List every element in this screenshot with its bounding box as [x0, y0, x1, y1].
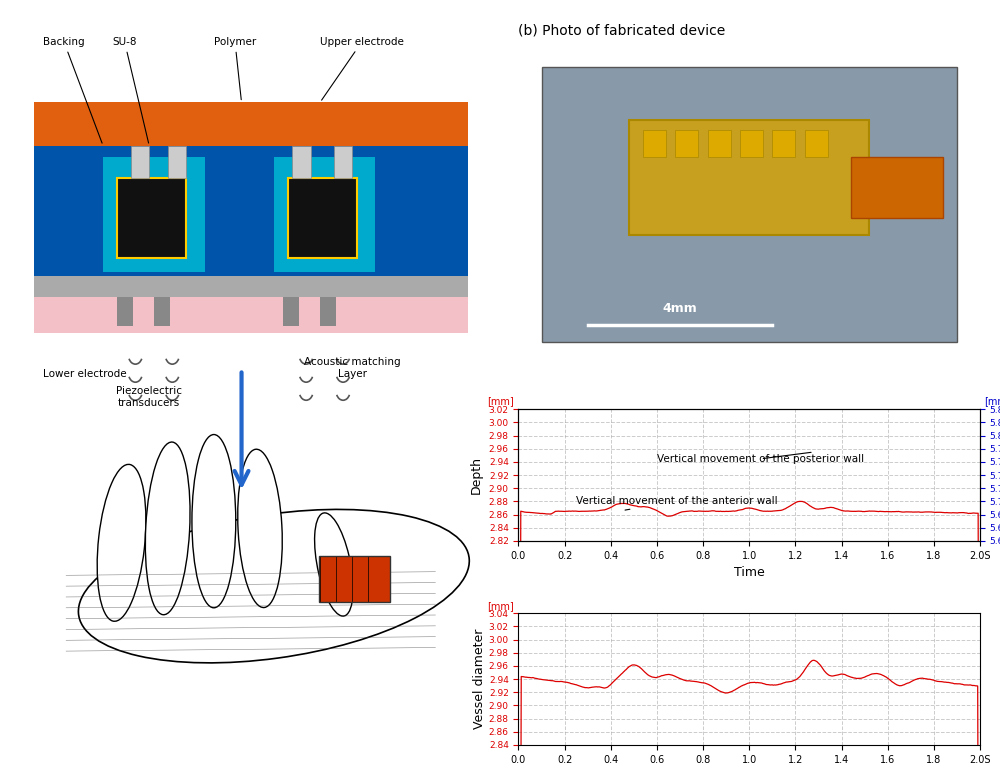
Text: 4mm: 4mm [663, 302, 697, 315]
Ellipse shape [78, 509, 469, 663]
FancyBboxPatch shape [320, 297, 336, 326]
FancyBboxPatch shape [283, 297, 299, 326]
Y-axis label: Vessel diameter: Vessel diameter [473, 629, 486, 730]
FancyBboxPatch shape [34, 102, 468, 146]
FancyBboxPatch shape [34, 276, 468, 297]
Text: Vertical movement of the posterior wall: Vertical movement of the posterior wall [657, 452, 864, 464]
Ellipse shape [145, 442, 190, 614]
FancyBboxPatch shape [117, 297, 133, 326]
FancyBboxPatch shape [851, 157, 943, 218]
FancyBboxPatch shape [103, 157, 205, 272]
FancyBboxPatch shape [334, 146, 352, 178]
FancyBboxPatch shape [34, 293, 468, 333]
Text: Vertical movement of the anterior wall: Vertical movement of the anterior wall [576, 496, 778, 510]
Text: [mm]: [mm] [487, 396, 514, 406]
FancyBboxPatch shape [292, 146, 311, 178]
Text: (b) Photo of fabricated device: (b) Photo of fabricated device [518, 23, 726, 37]
Ellipse shape [238, 449, 282, 607]
Text: Lower electrode: Lower electrode [43, 369, 127, 379]
FancyBboxPatch shape [288, 178, 357, 257]
Ellipse shape [192, 435, 236, 607]
Ellipse shape [97, 465, 146, 621]
Y-axis label: Depth: Depth [470, 456, 483, 494]
FancyBboxPatch shape [675, 131, 698, 157]
Text: Backing: Backing [43, 37, 102, 143]
X-axis label: Time: Time [734, 566, 765, 579]
Text: SU-8: SU-8 [112, 37, 149, 143]
FancyBboxPatch shape [708, 131, 731, 157]
Text: Polymer: Polymer [214, 37, 256, 100]
FancyBboxPatch shape [274, 157, 375, 272]
Text: [mm]: [mm] [985, 396, 1000, 406]
FancyBboxPatch shape [643, 131, 666, 157]
FancyBboxPatch shape [542, 67, 957, 342]
Text: [mm]: [mm] [487, 601, 514, 611]
FancyBboxPatch shape [168, 146, 186, 178]
Text: Upper electrode: Upper electrode [320, 37, 404, 100]
Text: Acoustic matching
Layer: Acoustic matching Layer [304, 357, 401, 379]
FancyBboxPatch shape [740, 131, 763, 157]
FancyBboxPatch shape [629, 121, 869, 234]
FancyBboxPatch shape [805, 131, 828, 157]
FancyBboxPatch shape [154, 297, 170, 326]
FancyBboxPatch shape [131, 146, 149, 178]
Ellipse shape [315, 513, 353, 616]
FancyBboxPatch shape [772, 131, 795, 157]
FancyBboxPatch shape [319, 556, 390, 602]
FancyBboxPatch shape [34, 146, 468, 276]
FancyBboxPatch shape [117, 178, 186, 257]
Text: Piezoelectric
transducers: Piezoelectric transducers [116, 386, 182, 408]
